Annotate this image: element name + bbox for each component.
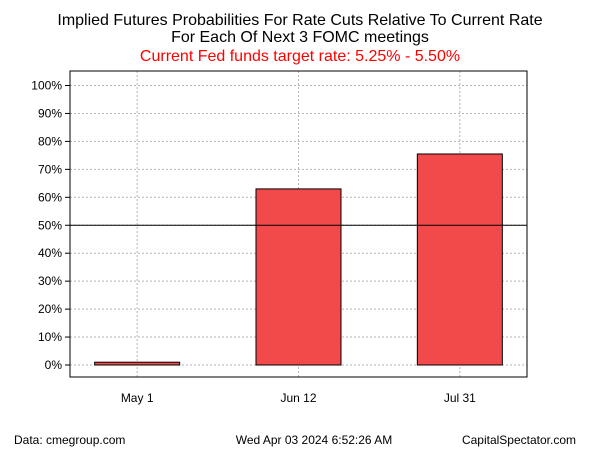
x-category-label: May 1 bbox=[121, 391, 154, 405]
chart-subtitle: Current Fed funds target rate: 5.25% - 5… bbox=[140, 48, 460, 65]
y-tick-label: 100% bbox=[31, 79, 62, 93]
x-category-label: Jun 12 bbox=[280, 391, 316, 405]
y-axis-ticks: 0% 10% 20% 30% 40% 50% 60% 70% 80% 90% 100% bbox=[31, 79, 70, 372]
chart-title-line-2: For Each Of Next 3 FOMC meetings bbox=[171, 29, 429, 46]
y-tick-label: 20% bbox=[38, 302, 62, 316]
y-tick-label: 10% bbox=[38, 330, 62, 344]
y-tick-label: 60% bbox=[38, 190, 62, 204]
footer-timestamp: Wed Apr 03 2024 6:52:26 AM bbox=[236, 433, 393, 447]
x-category-label: Jul 31 bbox=[444, 391, 476, 405]
plot-border bbox=[69, 70, 528, 378]
bars bbox=[94, 153, 503, 366]
bar-jul-31 bbox=[416, 153, 503, 366]
y-tick-label: 80% bbox=[38, 134, 62, 148]
y-tick-label: 0% bbox=[45, 358, 63, 372]
bar-may-1 bbox=[94, 361, 181, 366]
y-tick-label: 70% bbox=[38, 162, 62, 176]
footer-brand: CapitalSpectator.com bbox=[462, 433, 576, 447]
y-tick-label: 40% bbox=[38, 246, 62, 260]
chart-title-line-1: Implied Futures Probabilities For Rate C… bbox=[57, 12, 542, 29]
y-tick-label: 50% bbox=[38, 218, 62, 232]
y-tick-label: 90% bbox=[38, 106, 62, 120]
y-tick-label: 30% bbox=[38, 274, 62, 288]
x-axis-labels: May 1 Jun 12 Jul 31 bbox=[121, 391, 476, 405]
bar-jun-12 bbox=[255, 188, 342, 366]
footer-source: Data: cmegroup.com bbox=[14, 433, 125, 447]
